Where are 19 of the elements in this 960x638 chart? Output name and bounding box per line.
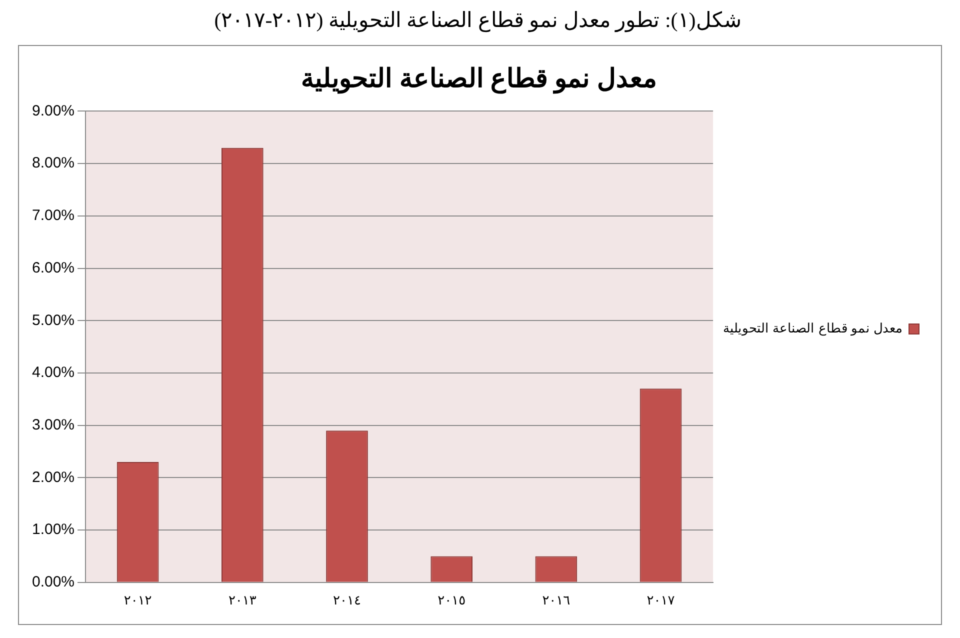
y-tick-label: 6.00%: [32, 259, 75, 276]
y-tick-label: 7.00%: [32, 207, 75, 224]
x-tick-label: ٢٠١٣: [228, 594, 256, 609]
y-tick-label: 5.00%: [32, 312, 75, 329]
x-tick-label: ٢٠١٥: [438, 594, 466, 609]
y-tick-label: 0.00%: [32, 574, 75, 591]
x-tick-label: ٢٠١٢: [124, 594, 152, 609]
y-tick-label: 1.00%: [32, 521, 75, 538]
x-tick-label: ٢٠١٤: [333, 594, 361, 609]
legend-label: معدل نمو قطاع الصناعة التحويلية: [723, 320, 902, 337]
chart-title: معدل نمو قطاع الصناعة التحويلية: [301, 62, 657, 94]
y-tick-label: 3.00%: [32, 416, 75, 434]
y-tick-label: 2.00%: [32, 468, 75, 486]
y-tick-label: 9.00%: [32, 102, 75, 120]
x-tick-label: ٢٠١٧: [646, 594, 675, 609]
x-tick-label: ٢٠١٦: [542, 594, 570, 609]
text: شكل(١): تطور معدل نمو قطاع الصناعة التحويلية (٢٠١٢-٢٠١٧): [213, 8, 743, 33]
y-tick-label: 4.00%: [32, 364, 75, 382]
y-tick-label: 8.00%: [32, 154, 75, 172]
